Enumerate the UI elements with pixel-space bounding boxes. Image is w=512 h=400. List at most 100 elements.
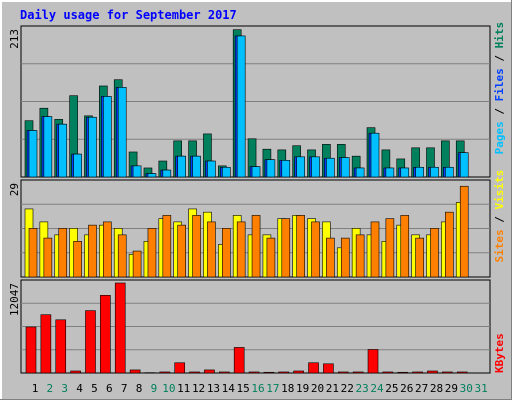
bar [222, 166, 231, 178]
x-tick-label: 26 [400, 382, 413, 395]
bar [323, 363, 334, 374]
bar [73, 153, 82, 178]
x-tick-label: 16 [251, 382, 264, 395]
bar [397, 371, 409, 374]
bar [70, 370, 81, 374]
x-tick-label: 3 [61, 382, 68, 395]
chart-title: Daily usage for September 2017 [20, 8, 237, 22]
bar [147, 228, 157, 278]
bar [442, 371, 453, 374]
bar [281, 218, 291, 278]
bar [73, 241, 82, 278]
bar [445, 211, 454, 278]
bar [367, 349, 379, 374]
bar [427, 370, 438, 374]
bar [430, 166, 439, 178]
x-tick-label: 2 [47, 382, 54, 395]
bar [311, 221, 320, 278]
bar [311, 156, 320, 178]
x-tick-label: 24 [370, 382, 384, 395]
bar [456, 371, 468, 374]
bar [129, 369, 141, 374]
legend-entry: Files [493, 68, 506, 101]
bar [415, 166, 424, 178]
bar [159, 371, 171, 374]
x-tick-label: 19 [296, 382, 309, 395]
bar [382, 371, 394, 374]
bar [340, 237, 350, 278]
bar [88, 224, 97, 278]
bar [162, 215, 172, 278]
bar [400, 167, 410, 178]
x-tick-label: 13 [207, 382, 220, 395]
x-tick-label: 20 [311, 382, 324, 395]
bar [340, 157, 350, 178]
bar [296, 156, 305, 178]
x-tick-label: 29 [445, 382, 458, 395]
x-tick-label: 9 [151, 382, 158, 395]
bar [459, 185, 469, 278]
bar [412, 371, 423, 374]
x-tick-label: 4 [76, 382, 83, 395]
bar [326, 237, 335, 278]
bar [207, 160, 216, 178]
legend-entry: KBytes [493, 333, 506, 373]
bar [219, 371, 230, 374]
bar [355, 234, 365, 278]
bar [308, 362, 319, 374]
bar [266, 159, 276, 178]
bar [222, 228, 231, 278]
bar [28, 228, 38, 278]
bar [430, 228, 439, 278]
x-tick-label: 17 [266, 382, 279, 395]
bar [233, 347, 245, 374]
x-tick-label: 6 [106, 382, 113, 395]
bar [177, 155, 186, 178]
bar [236, 35, 246, 178]
bar [55, 319, 67, 374]
legend-entry: Hits [493, 22, 506, 49]
bar [370, 132, 380, 178]
bar [251, 215, 261, 278]
bar [114, 282, 126, 374]
bar [88, 116, 97, 178]
bar [296, 215, 305, 278]
bar [103, 96, 112, 178]
bar [162, 169, 172, 178]
bar [58, 228, 68, 278]
bar [147, 173, 157, 178]
bar [385, 218, 395, 278]
x-tick-label: 1 [32, 382, 39, 395]
bar [266, 237, 276, 278]
bar [25, 326, 37, 374]
bar [43, 237, 53, 278]
bar [370, 221, 380, 278]
x-tick-label: 14 [222, 382, 236, 395]
bar [352, 371, 364, 374]
x-tick-label: 12 [192, 382, 205, 395]
x-tick-label: 11 [177, 382, 190, 395]
y-tick-label: 29 [8, 183, 21, 196]
bar [189, 371, 200, 374]
bar [28, 130, 38, 178]
bar [385, 167, 395, 178]
bar [278, 371, 290, 374]
bar [445, 166, 454, 178]
y-tick-label: 213 [8, 29, 21, 49]
bar [459, 152, 469, 178]
bar [103, 221, 112, 278]
y-tick-label: 12047 [8, 283, 21, 316]
bar [117, 87, 127, 178]
legend: KBytes [493, 333, 506, 373]
bar [192, 155, 201, 178]
x-tick-label: 7 [121, 382, 128, 395]
legend: Sites / Visits [493, 170, 506, 263]
x-tick-label: 30 [460, 382, 473, 395]
x-tick-label: 23 [356, 382, 369, 395]
bar [58, 123, 68, 178]
bar [85, 310, 96, 374]
x-tick-label: 21 [326, 382, 339, 395]
x-tick-label: 28 [430, 382, 443, 395]
bar [132, 250, 142, 278]
